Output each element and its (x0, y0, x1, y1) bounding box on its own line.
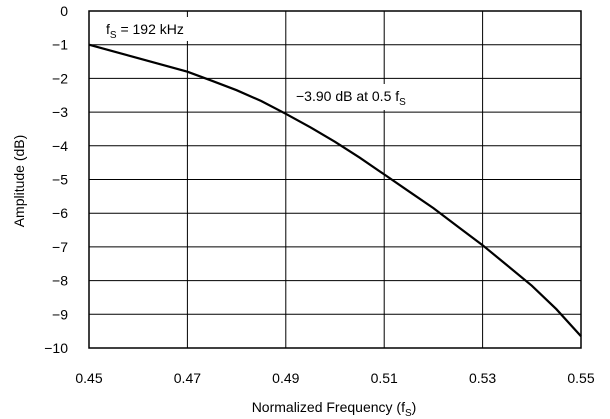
x-tick-label: 0.51 (371, 370, 398, 386)
x-tick-label: 0.49 (272, 370, 299, 386)
y-tick-labels: 0 −1 −2 −3 −4 −5 −6 −7 −8 −9 −10 (44, 3, 68, 356)
y-tick-label: −1 (52, 37, 68, 53)
y-tick-label: 0 (60, 3, 68, 19)
x-axis-label: Normalized Frequency (fS) (252, 399, 417, 419)
y-tick-label: −4 (52, 138, 68, 154)
x-tick-label: 0.55 (567, 370, 594, 386)
x-tick-label: 0.45 (75, 370, 102, 386)
annotation-attenuation: −3.90 dB at 0.5 fS (296, 88, 406, 108)
annotation-box (291, 84, 477, 110)
annotation-box (99, 17, 231, 41)
y-tick-label: −3 (52, 104, 68, 120)
grid (88, 10, 582, 349)
y-tick-label: −2 (52, 70, 68, 86)
series-line (88, 43, 582, 337)
annotation-sample-rate: fS = 192 kHz (106, 21, 184, 41)
y-tick-label: −6 (52, 205, 68, 221)
y-tick-label: −8 (52, 273, 68, 289)
y-tick-label: −10 (44, 340, 68, 356)
x-tick-label: 0.47 (174, 370, 201, 386)
y-tick-label: −7 (52, 239, 68, 255)
y-axis-label: Amplitude (dB) (11, 135, 27, 228)
y-tick-label: −9 (52, 306, 68, 322)
x-tick-label: 0.53 (469, 370, 496, 386)
x-tick-labels: 0.45 0.47 0.49 0.51 0.53 0.55 (75, 370, 594, 386)
plot-frame (88, 10, 582, 349)
y-tick-label: −5 (52, 172, 68, 188)
